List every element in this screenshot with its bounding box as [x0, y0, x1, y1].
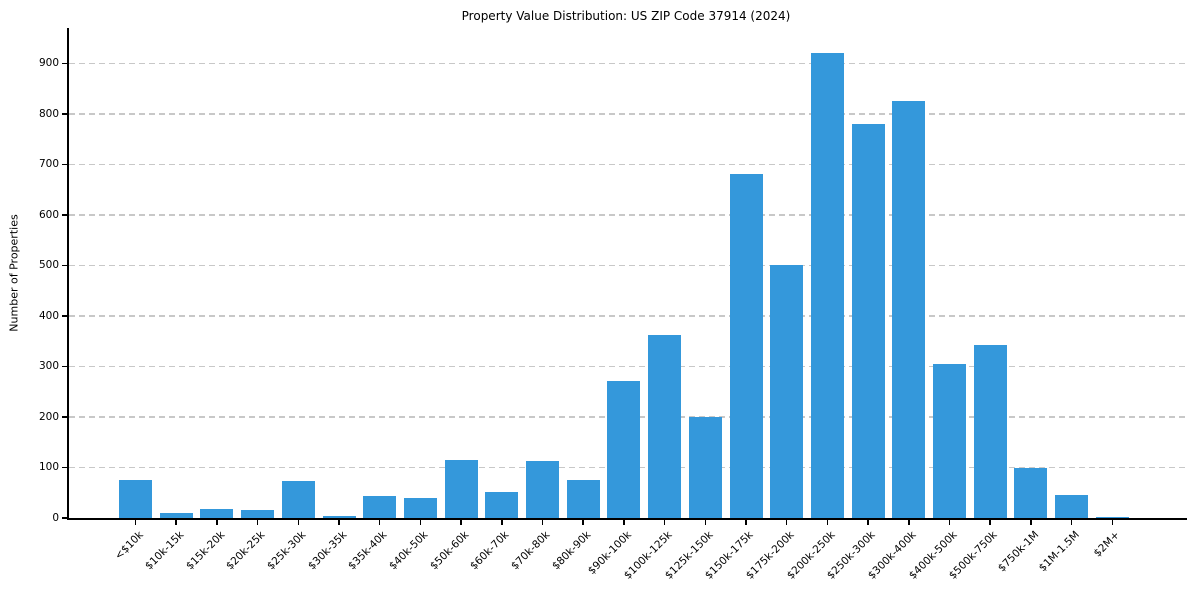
bar [973, 345, 1007, 518]
bar [1095, 516, 1129, 518]
bar [1055, 494, 1089, 518]
y-tick-label: 200 [38, 410, 59, 423]
bar [566, 480, 600, 518]
bar [810, 53, 844, 518]
x-tick-label: $750k-1M [995, 528, 1041, 575]
y-axis-tick [62, 163, 67, 166]
plot-area: 0 100 200 300 400 500 600 700 800 900 <$10k $10k-15… [39, 28, 1187, 582]
x-axis-tick [1111, 520, 1114, 525]
gridline [69, 264, 1187, 267]
x-axis-tick [582, 520, 584, 525]
x-tick-label: $60k-70k [468, 528, 512, 573]
x-tick-label: $15k-20k [183, 528, 227, 573]
x-axis-tick [867, 520, 869, 525]
y-axis-tick [62, 416, 67, 418]
x-axis-tick [541, 520, 544, 525]
gridline [69, 214, 1187, 216]
x-axis-tick [134, 520, 137, 525]
gridline [69, 365, 1187, 368]
x-axis-tick [216, 520, 218, 525]
y-axis-tick [62, 214, 67, 216]
y-tick-label: 600 [38, 208, 59, 221]
bar [607, 380, 641, 518]
x-axis-tick [704, 520, 707, 525]
bar [729, 173, 763, 518]
x-axis-tick [623, 520, 625, 525]
y-axis-tick [62, 466, 67, 469]
x-axis-tick [256, 520, 259, 525]
x-tick-label: <$10k [112, 528, 146, 563]
bar [892, 101, 926, 518]
x-axis-tick [501, 520, 503, 525]
bar [281, 481, 315, 518]
bar [1014, 467, 1048, 518]
y-axis-tick [62, 517, 67, 519]
x-axis-tick [1070, 520, 1073, 525]
x-axis-tick [338, 520, 340, 525]
x-axis-tick [378, 520, 381, 525]
bar [119, 480, 152, 518]
gridline [69, 113, 1187, 115]
y-tick-label: 300 [38, 360, 59, 373]
y-tick-label: 100 [38, 461, 59, 474]
y-tick-label: 0 [52, 512, 59, 524]
x-tick-label: $2M+ [1091, 528, 1123, 560]
x-axis-tick [745, 520, 747, 525]
x-axis-tick [419, 520, 422, 525]
bar [688, 417, 722, 518]
bar [485, 491, 519, 518]
y-tick-label: 800 [38, 107, 59, 120]
x-axis-tick [826, 520, 829, 525]
bar [363, 496, 397, 518]
x-tick-label: $25k-30k [264, 528, 309, 573]
x-axis-tick [785, 520, 788, 525]
gridline [69, 62, 1187, 64]
x-tick-label: $10k-15k [142, 528, 187, 573]
y-axis-tick [62, 62, 67, 65]
bar [159, 512, 193, 518]
x-axis-tick [460, 520, 462, 525]
bar [200, 508, 234, 518]
bar [241, 510, 275, 518]
x-axis-tick [989, 520, 991, 525]
y-axis-tick [62, 315, 67, 317]
x-axis-tick [948, 520, 951, 525]
bar [322, 515, 356, 518]
gridline [69, 315, 1187, 317]
bar [526, 460, 559, 518]
bar [933, 363, 966, 518]
chart-title: Property Value Distribution: US ZIP Code… [461, 9, 791, 23]
bar [851, 123, 885, 518]
bar [444, 459, 478, 518]
y-tick-label: 500 [38, 259, 59, 272]
y-axis-tick [62, 365, 67, 368]
bar [648, 335, 682, 518]
x-axis-tick [297, 520, 300, 525]
x-tick-label: $1M-1.5M [1036, 528, 1082, 575]
x-tick-label: $30k-35k [305, 528, 349, 573]
x-tick-label: $70k-80k [509, 528, 553, 573]
bar [770, 265, 804, 518]
x-tick-label: $20k-25k [224, 528, 268, 573]
x-tick-label: $35k-40k [346, 528, 390, 573]
y-tick-label: 900 [38, 57, 59, 70]
y-tick-label: 700 [38, 158, 59, 171]
x-axis-tick [175, 520, 177, 525]
y-axis-tick [62, 264, 67, 267]
y-axis-tick [62, 113, 67, 115]
bar [403, 497, 437, 518]
x-axis-tick [663, 520, 666, 525]
y-axis-label: Number of Properties [7, 214, 21, 332]
gridline [69, 163, 1187, 166]
x-axis-tick [908, 520, 910, 525]
x-axis-tick [1030, 520, 1032, 525]
x-tick-label: $50k-60k [427, 528, 471, 573]
x-tick-label: $40k-50k [386, 528, 431, 573]
y-tick-label: 400 [38, 309, 59, 322]
